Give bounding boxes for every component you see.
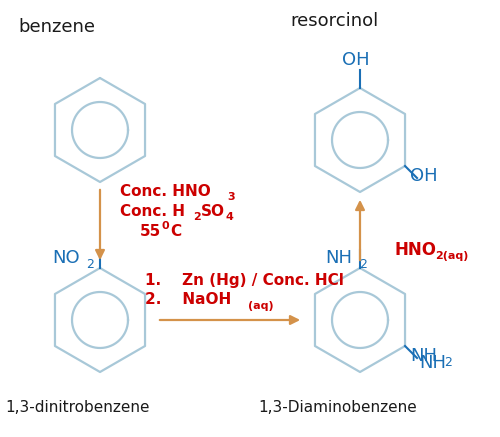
Text: NH: NH <box>419 354 446 372</box>
Text: NO: NO <box>52 249 80 267</box>
Text: 2: 2 <box>359 257 367 271</box>
Text: 3: 3 <box>227 192 234 202</box>
Text: OH: OH <box>410 167 438 185</box>
Text: 2.    NaOH: 2. NaOH <box>145 292 231 308</box>
Text: NH: NH <box>410 347 437 365</box>
Text: 0: 0 <box>162 221 170 231</box>
Text: 4: 4 <box>225 212 233 222</box>
Text: 2(aq): 2(aq) <box>435 251 468 261</box>
Text: Conc. HNO: Conc. HNO <box>120 184 211 200</box>
Text: 2: 2 <box>193 212 201 222</box>
Text: 1.    Zn (Hg) / Conc. HCl: 1. Zn (Hg) / Conc. HCl <box>145 273 344 288</box>
Text: HNO: HNO <box>395 241 437 259</box>
Text: C: C <box>170 225 181 239</box>
Text: (aq): (aq) <box>248 301 274 311</box>
Text: 2: 2 <box>86 257 94 271</box>
Text: benzene: benzene <box>18 18 95 36</box>
Text: SO: SO <box>201 205 225 219</box>
Text: 2: 2 <box>444 356 452 368</box>
Text: 1,3-Diaminobenzene: 1,3-Diaminobenzene <box>258 400 417 415</box>
Text: 55: 55 <box>140 225 161 239</box>
Text: 1,3-dinitrobenzene: 1,3-dinitrobenzene <box>5 400 150 415</box>
Text: NH: NH <box>325 249 352 267</box>
Text: Conc. H: Conc. H <box>120 205 185 219</box>
Text: OH: OH <box>342 51 369 69</box>
Text: resorcinol: resorcinol <box>290 12 378 30</box>
